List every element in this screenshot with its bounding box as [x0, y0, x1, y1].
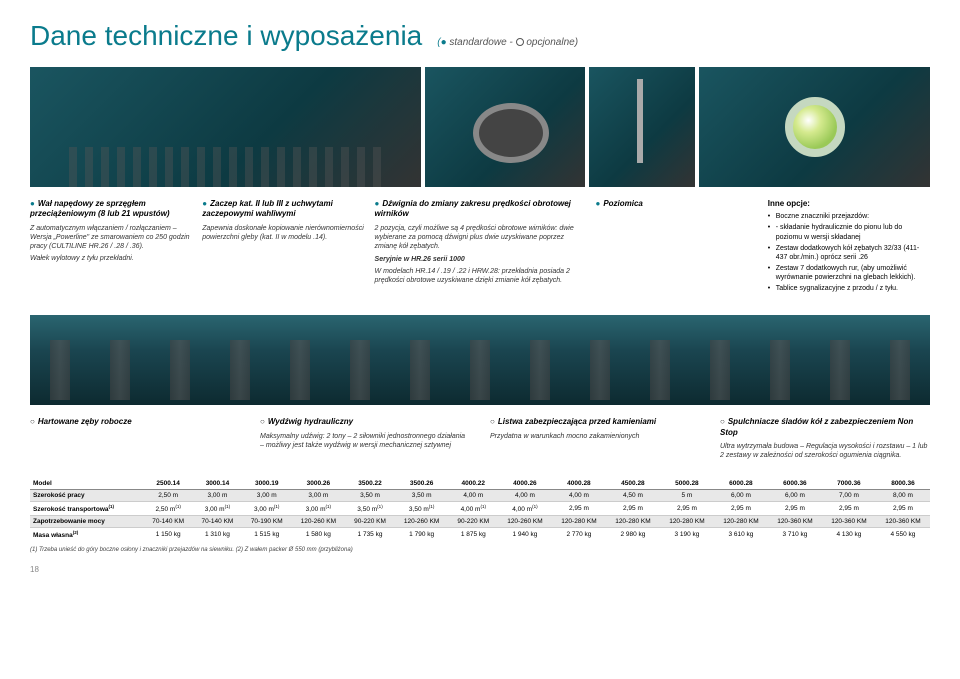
legend: (● standardowe - opcjonalne) [437, 37, 578, 48]
img-lever [589, 67, 696, 187]
spec-table: Model2500.143000.143000.193000.263500.22… [30, 478, 930, 541]
features-top: Wał napędowy ze sprzęgłem przeciążeniowy… [30, 199, 930, 295]
feat-stone-bar: Listwa zabezpieczająca przed kamieniami … [490, 417, 700, 460]
feat-options: Inne opcje: Boczne znaczniki przejazdów:… [768, 199, 930, 295]
img-level [699, 67, 930, 187]
page-title: Dane techniczne i wyposażenia [30, 20, 422, 52]
feat-teeth: Hartowane zęby robocze [30, 417, 240, 460]
page-number: 18 [30, 565, 930, 574]
feat-lever: Dźwignia do zmiany zakresu prędkości obr… [375, 199, 586, 295]
footnote: (1) Trzeba unieść do góry boczne osłony … [30, 547, 930, 553]
hero-images [30, 67, 930, 187]
feat-level: Poziomica [595, 199, 757, 295]
feat-hitch: Zaczep kat. II lub III z uchwytami zacze… [202, 199, 364, 295]
features-bottom: Hartowane zęby robocze Wydźwig hydraulic… [30, 417, 930, 460]
img-machinery [30, 67, 421, 187]
img-discs [30, 315, 930, 405]
img-gearbox [425, 67, 585, 187]
feat-hydraulic: Wydźwig hydrauliczny Maksymalny udźwig: … [260, 417, 470, 460]
feat-drive-shaft: Wał napędowy ze sprzęgłem przeciążeniowy… [30, 199, 192, 295]
feat-looseners: Spulchniacze śladów kół z zabezpieczenie… [720, 417, 930, 460]
